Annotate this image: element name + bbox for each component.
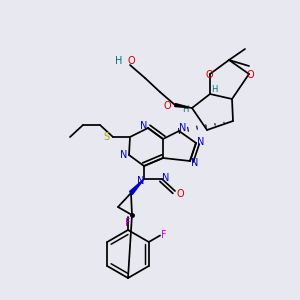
Text: O: O — [128, 56, 136, 66]
Text: N: N — [137, 176, 145, 186]
Text: F: F — [125, 218, 131, 228]
Text: O: O — [176, 189, 184, 199]
Text: N: N — [140, 121, 148, 131]
Text: O: O — [164, 101, 171, 111]
Text: N: N — [162, 173, 170, 183]
Text: N: N — [179, 123, 187, 133]
Text: N: N — [120, 150, 128, 160]
Text: H: H — [115, 56, 122, 66]
Text: N: N — [191, 158, 199, 168]
Text: S: S — [104, 132, 110, 142]
Polygon shape — [175, 103, 192, 108]
Text: O: O — [205, 70, 213, 80]
Text: N: N — [197, 137, 205, 147]
Polygon shape — [130, 179, 144, 194]
Text: O: O — [246, 70, 254, 80]
Text: H: H — [182, 106, 188, 115]
Text: F: F — [161, 230, 167, 241]
Text: H: H — [211, 85, 217, 94]
